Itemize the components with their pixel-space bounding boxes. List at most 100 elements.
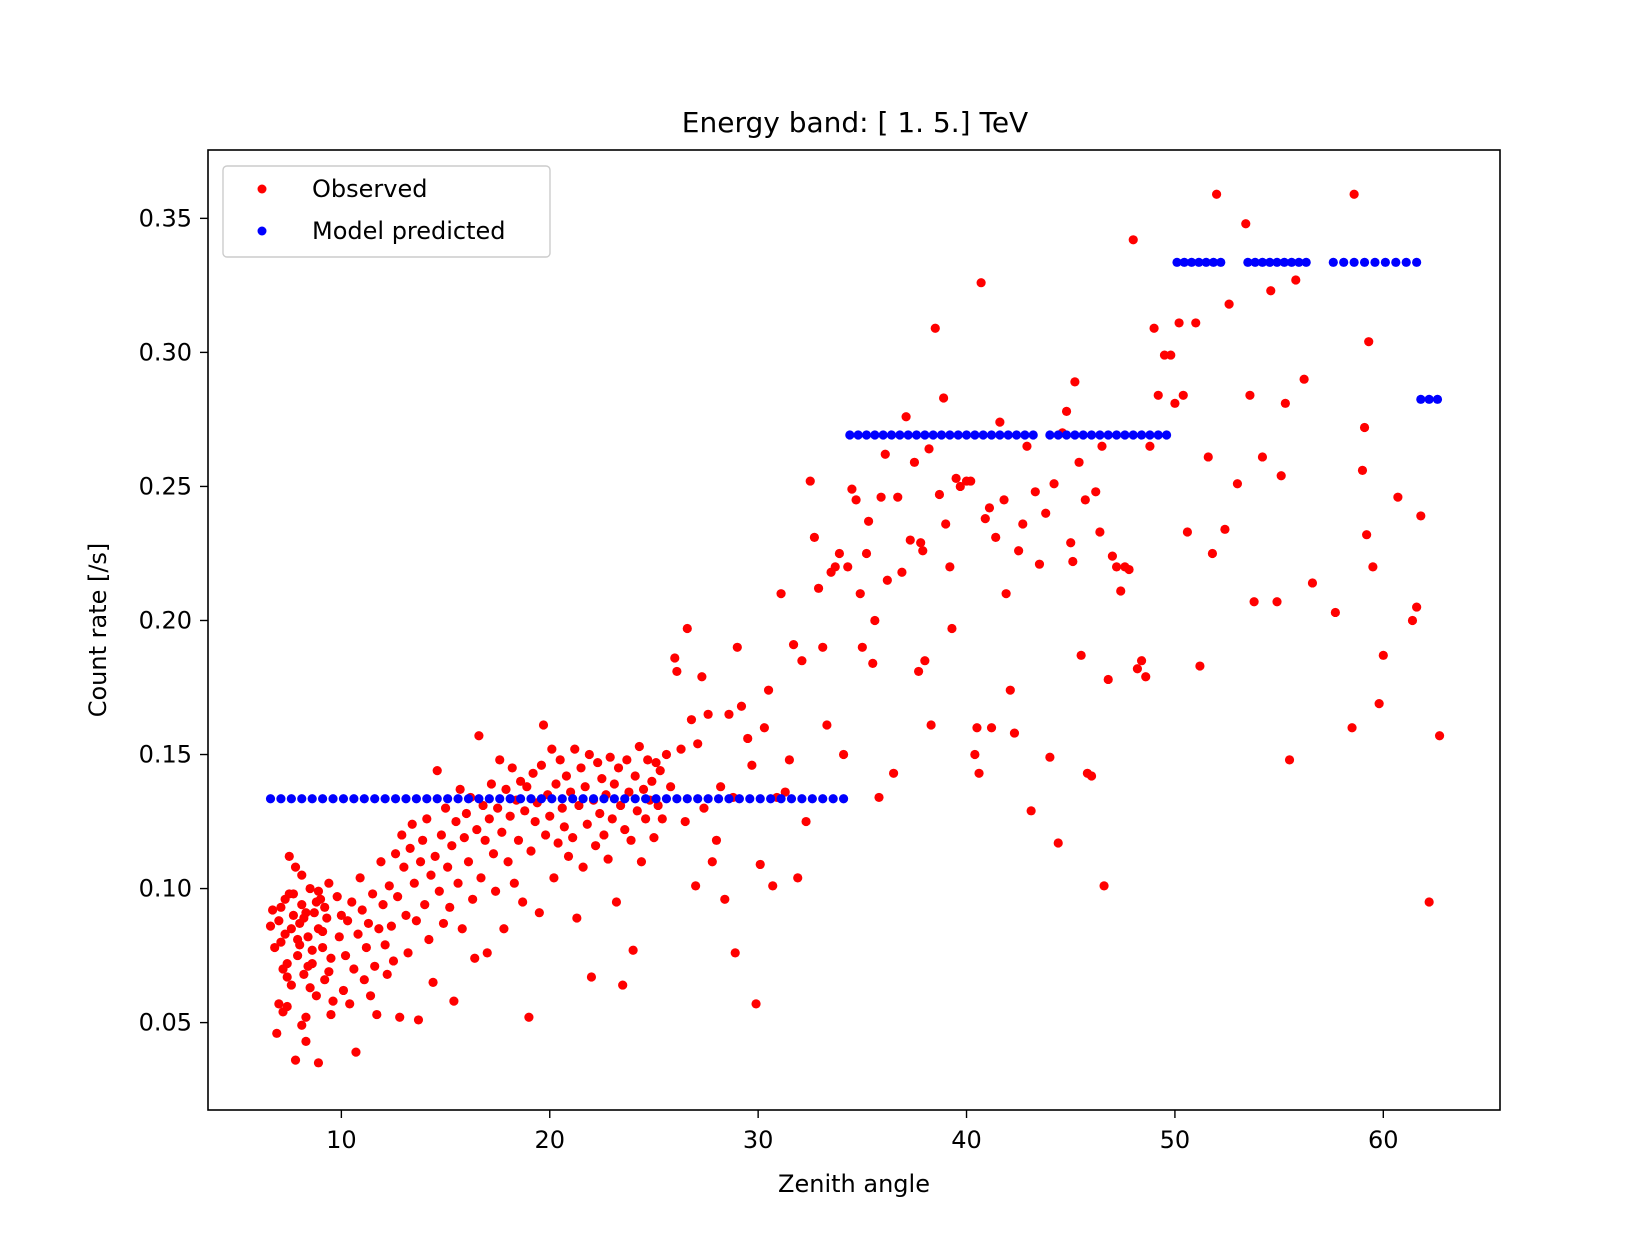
legend-marker-model-predicted — [257, 226, 267, 236]
observed-point — [1284, 755, 1295, 765]
observed-point — [265, 921, 276, 931]
observed-point — [1224, 299, 1234, 309]
observed-point — [509, 878, 519, 888]
observed-point — [801, 816, 811, 827]
observed-point — [1128, 235, 1138, 245]
observed-point — [834, 548, 845, 559]
observed-point — [897, 567, 907, 577]
x-tick-label: 50 — [1160, 1126, 1191, 1154]
observed-point — [939, 393, 949, 403]
observed-point — [597, 774, 607, 784]
observed-point — [1009, 728, 1020, 738]
observed-point — [418, 835, 428, 845]
observed-point — [691, 881, 701, 891]
observed-point — [309, 908, 319, 918]
observed-point — [388, 956, 399, 966]
observed-point — [793, 873, 803, 883]
model-predicted-point — [945, 430, 955, 440]
observed-point — [1362, 530, 1372, 540]
observed-point — [1424, 897, 1434, 907]
model-predicted-point — [1070, 430, 1080, 440]
model-predicted-point — [1287, 257, 1297, 267]
model-predicted-point — [672, 794, 682, 804]
model-predicted-point — [495, 794, 505, 804]
observed-point — [445, 902, 455, 912]
observed-point — [513, 835, 524, 845]
observed-point — [1378, 650, 1388, 660]
observed-point — [861, 548, 872, 559]
model-predicted-point — [1086, 430, 1097, 440]
model-predicted-point — [1328, 257, 1338, 267]
model-predicted-point — [349, 794, 359, 804]
observed-point — [326, 1009, 336, 1020]
observed-point — [574, 800, 584, 811]
model-predicted-point — [297, 794, 307, 804]
observed-point — [549, 873, 559, 883]
observed-point — [415, 857, 426, 867]
model-predicted-point — [380, 794, 390, 804]
model-predicted-point — [432, 794, 442, 804]
model-predicted-point — [828, 794, 838, 804]
observed-point — [628, 945, 638, 955]
observed-point — [651, 757, 661, 768]
observed-point — [303, 961, 313, 971]
observed-point — [788, 640, 799, 650]
model-predicted-point — [1380, 257, 1390, 267]
observed-point — [1111, 562, 1122, 572]
model-predicted-point — [1250, 257, 1260, 267]
observed-point — [1330, 607, 1340, 618]
observed-point — [1066, 538, 1076, 548]
observed-point — [276, 902, 286, 912]
observed-point — [1068, 556, 1078, 567]
observed-point — [288, 889, 299, 899]
observed-point — [1149, 323, 1159, 333]
observed-point — [843, 562, 853, 572]
observed-point — [1368, 562, 1378, 572]
observed-point — [520, 806, 530, 816]
observed-point — [1393, 492, 1403, 502]
x-ticks: 10 20 30 40 50 60 — [326, 1110, 1399, 1154]
model-predicted-point — [1161, 430, 1172, 440]
observed-point — [613, 763, 624, 773]
observed-point — [407, 819, 417, 829]
observed-point — [480, 835, 490, 845]
observed-point — [822, 720, 832, 730]
observed-point — [357, 905, 367, 915]
observed-point — [1416, 511, 1426, 521]
model-predicted-point — [1279, 257, 1289, 267]
observed-point — [1076, 650, 1086, 660]
observed-point — [363, 918, 374, 929]
observed-point — [916, 538, 926, 548]
observed-point — [905, 535, 915, 545]
model-predicted-point — [886, 430, 897, 440]
model-predicted-point — [568, 794, 578, 804]
model-predicted-point — [474, 794, 484, 804]
observed-point — [591, 841, 601, 851]
observed-point — [1178, 390, 1188, 400]
observed-point — [386, 921, 396, 931]
observed-point — [686, 715, 697, 725]
observed-point — [707, 857, 717, 867]
x-tick-label: 60 — [1368, 1126, 1399, 1154]
observed-point — [870, 615, 880, 626]
model-predicted-point — [703, 794, 713, 804]
observed-point — [1407, 615, 1418, 626]
model-predicted-point — [370, 794, 380, 804]
model-predicted-point — [1186, 257, 1197, 267]
model-predicted-point — [484, 794, 494, 804]
observed-point — [780, 787, 790, 797]
observed-point — [343, 916, 353, 926]
observed-point — [528, 768, 538, 778]
observed-point — [634, 741, 644, 752]
model-predicted-point — [661, 794, 672, 804]
observed-point — [430, 851, 440, 861]
observed-point — [1364, 337, 1374, 347]
model-predicted-point — [776, 794, 786, 804]
observed-point — [288, 910, 299, 920]
observed-point — [947, 623, 957, 634]
observed-point — [563, 851, 574, 861]
y-ticks: 0.05 0.10 0.15 0.20 0.25 0.30 0.35 — [139, 204, 208, 1037]
observed-point — [676, 744, 686, 754]
observed-point — [847, 484, 857, 494]
model-predicted-point — [1208, 257, 1219, 267]
